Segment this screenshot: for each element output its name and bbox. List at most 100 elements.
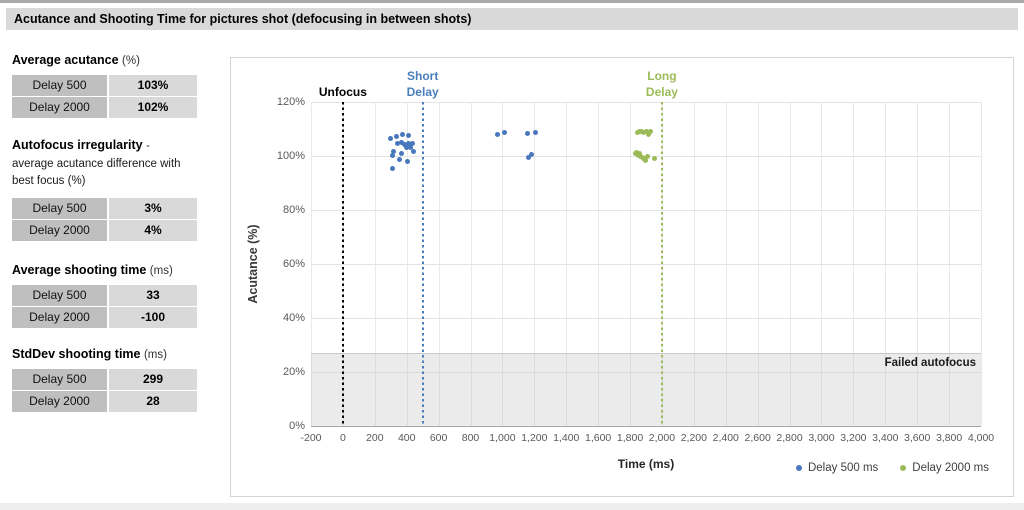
table-row: Delay 2000 102% xyxy=(12,97,212,118)
data-point xyxy=(528,151,534,157)
y-tick-label: 0% xyxy=(289,420,305,432)
annotation-label-unfocus: Unfocus xyxy=(318,85,367,99)
data-point xyxy=(641,129,647,135)
annotation-label-long-delay: Long Delay xyxy=(645,69,678,99)
y-gridline xyxy=(311,102,981,103)
annotation-label-short-delay: Short Delay xyxy=(406,69,439,99)
x-tick-label: 600 xyxy=(429,432,448,444)
stat-table-title: Autofocus irregularity - xyxy=(12,138,150,152)
x-tick-label: 1,600 xyxy=(585,432,612,444)
data-point xyxy=(646,131,652,137)
data-point xyxy=(501,130,507,135)
data-point xyxy=(394,134,400,140)
stat-table-title: StdDev shooting time (ms) xyxy=(12,347,167,361)
x-tick-label: 800 xyxy=(461,432,480,444)
data-point xyxy=(643,128,649,134)
table-row: Delay 2000 -100 xyxy=(12,307,212,328)
x-tick-label: 3,200 xyxy=(840,432,867,444)
data-point xyxy=(399,132,405,138)
data-point xyxy=(634,149,640,155)
sheet-top-strip xyxy=(0,0,1024,3)
data-point xyxy=(406,132,412,138)
x-tick-label: 3,000 xyxy=(808,432,835,444)
y-gridline xyxy=(311,372,981,373)
row-value: 299 xyxy=(109,369,197,390)
data-point xyxy=(388,136,394,142)
data-point xyxy=(399,140,405,145)
failed-autofocus-label: Failed autofocus xyxy=(884,357,976,370)
stat-table-title: Average acutance (%) xyxy=(12,53,140,67)
data-point xyxy=(398,151,404,157)
x-tick-label: 1,400 xyxy=(553,432,580,444)
row-label: Delay 500 xyxy=(12,198,107,219)
data-point xyxy=(648,129,654,135)
data-point xyxy=(494,132,500,138)
x-tick-label: 2,600 xyxy=(744,432,771,444)
x-tick-label: 1,200 xyxy=(521,432,548,444)
x-tick-label: 3,800 xyxy=(935,432,963,444)
legend-marker-icon xyxy=(900,465,907,471)
y-tick-label: 100% xyxy=(276,150,305,162)
legend-label: Delay 500 ms xyxy=(807,462,879,474)
x-tick-label: 2,000 xyxy=(648,432,676,444)
y-gridline xyxy=(311,318,981,319)
data-point xyxy=(525,155,531,161)
chart-legend: Delay 500 ms Delay 2000 ms xyxy=(795,462,989,474)
y-tick-label: 80% xyxy=(282,204,305,216)
x-tick-label: 3,600 xyxy=(904,432,931,444)
data-point xyxy=(405,140,411,146)
x-gridline xyxy=(981,102,982,426)
legend-item: Delay 2000 ms xyxy=(900,462,989,474)
data-point xyxy=(651,156,657,162)
row-label: Delay 2000 xyxy=(12,307,107,328)
scatter-chart: Acutance (%) Time (ms) Delay 500 ms Delay… xyxy=(230,57,1014,497)
row-value: 4% xyxy=(109,220,197,241)
row-value: 3% xyxy=(109,198,197,219)
sheet-bottom-strip xyxy=(0,503,1024,510)
table-row: Delay 500 3% xyxy=(12,198,212,219)
data-point xyxy=(394,141,400,147)
x-tick-label: 2,200 xyxy=(680,432,707,444)
stat-table-title-suffix: - xyxy=(146,140,150,152)
x-tick-label: 2,800 xyxy=(776,432,803,444)
x-tick-label: 1,000 xyxy=(489,432,516,444)
annotation-line-long-delay xyxy=(660,102,663,426)
x-tick-label: 1,800 xyxy=(616,432,644,444)
row-value: -100 xyxy=(109,307,197,328)
data-point xyxy=(410,141,416,147)
stat-table-description: average acutance difference with best fo… xyxy=(12,158,181,187)
page-title: Acutance and Shooting Time for pictures … xyxy=(6,8,1018,30)
stat-table-title-suffix: (ms) xyxy=(149,265,173,277)
data-point xyxy=(401,142,407,148)
row-value: 103% xyxy=(109,75,197,96)
stat-table-average-shooting-time: Average shooting time (ms) Delay 500 33 … xyxy=(12,262,212,329)
x-tick-label: 0 xyxy=(339,432,346,444)
stat-table-title: Average shooting time (ms) xyxy=(12,263,173,277)
data-point xyxy=(405,158,411,164)
stat-table-autofocus-irregularity: Autofocus irregularity - average acutanc… xyxy=(12,137,212,242)
row-label: Delay 2000 xyxy=(12,97,107,118)
row-label: Delay 500 xyxy=(12,75,107,96)
x-tick-label: 200 xyxy=(366,432,384,444)
stat-table-average-acutance: Average acutance (%) Delay 500 103% Dela… xyxy=(12,52,212,119)
data-point xyxy=(396,157,402,162)
table-row: Delay 500 299 xyxy=(12,369,212,390)
data-point xyxy=(408,144,414,150)
y-tick-label: 40% xyxy=(282,312,305,324)
x-tick-label: 4,000 xyxy=(967,432,995,444)
row-label: Delay 500 xyxy=(12,369,107,390)
y-gridline xyxy=(311,210,981,211)
data-point xyxy=(533,129,539,135)
data-point xyxy=(403,145,409,151)
data-point xyxy=(390,149,396,155)
row-value: 28 xyxy=(109,391,197,412)
data-point xyxy=(389,152,395,158)
table-row: Delay 2000 28 xyxy=(12,391,212,412)
y-axis-title: Acutance (%) xyxy=(246,224,260,304)
table-row: Delay 2000 4% xyxy=(12,220,212,241)
legend-item: Delay 500 ms xyxy=(795,462,879,474)
row-label: Delay 500 xyxy=(12,285,107,306)
data-point xyxy=(637,151,643,157)
x-tick-label: 2,400 xyxy=(712,432,739,444)
x-tick-label: -200 xyxy=(300,432,322,444)
